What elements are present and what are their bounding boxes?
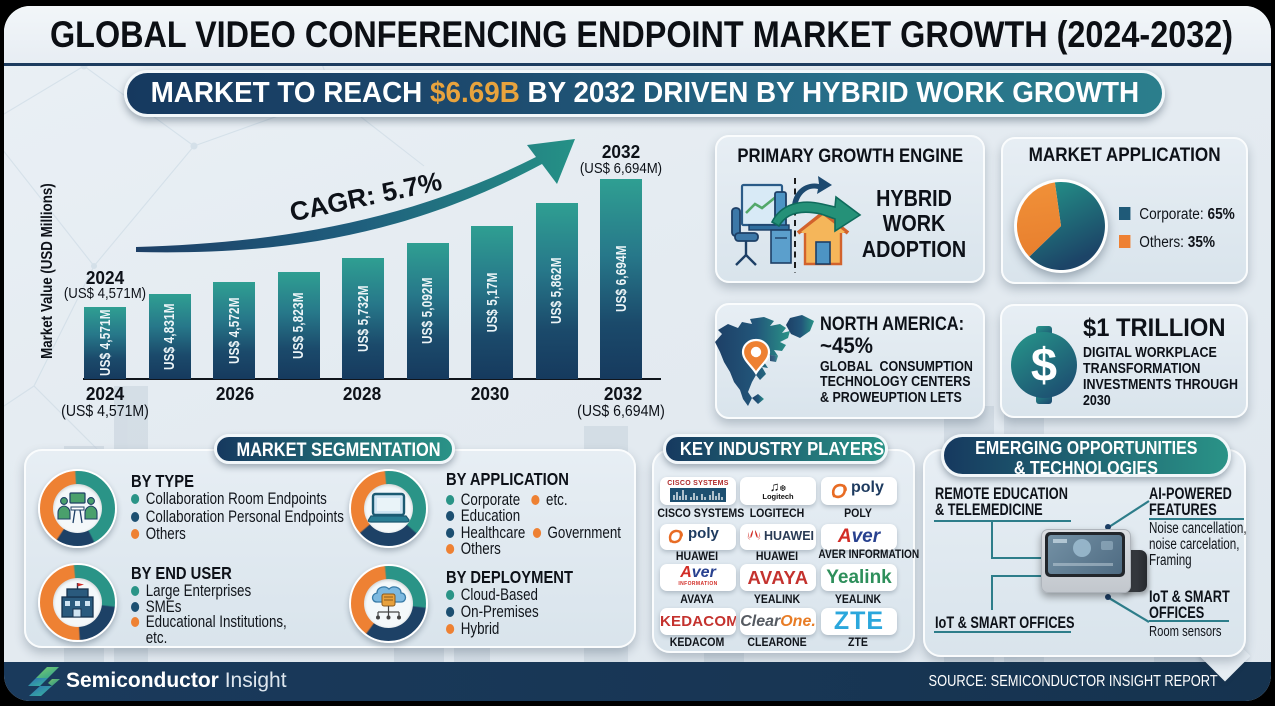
svg-text:$: $ xyxy=(1031,338,1057,391)
